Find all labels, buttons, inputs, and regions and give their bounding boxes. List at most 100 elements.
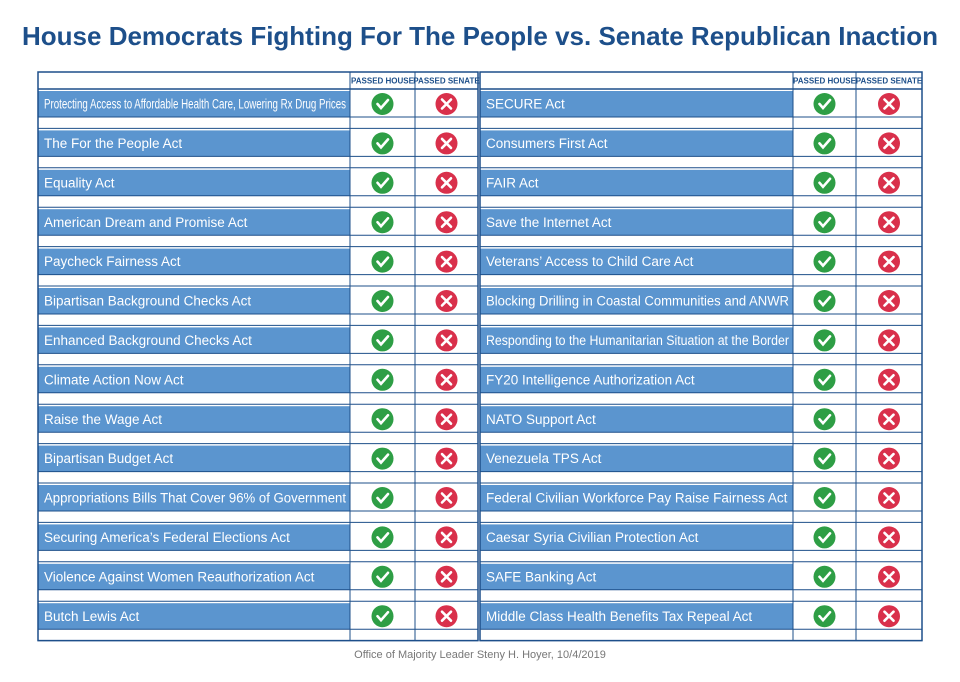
source: Office of Majority Leader Steny H. Hoyer… xyxy=(354,649,606,661)
bill-name: Paycheck Fairness Act xyxy=(44,254,181,269)
check-icon xyxy=(813,171,836,194)
check-icon xyxy=(371,487,394,509)
row-band xyxy=(38,169,350,196)
row-band xyxy=(480,91,793,117)
check-icon xyxy=(813,526,836,549)
table-border xyxy=(479,71,923,642)
check-mark xyxy=(376,532,390,544)
row-band xyxy=(480,248,793,275)
check-icon xyxy=(813,368,836,391)
check-mark xyxy=(376,453,390,465)
check-icon xyxy=(371,250,394,273)
check-icon xyxy=(371,93,394,115)
x-mark xyxy=(440,452,453,465)
row-band xyxy=(38,485,350,511)
row-band xyxy=(38,130,350,157)
x-mark xyxy=(440,295,453,307)
column-header: PASSED HOUSE xyxy=(793,77,857,86)
column-header: PASSED SENATE xyxy=(856,77,923,86)
check-icon xyxy=(813,211,836,234)
x-mark xyxy=(883,571,895,583)
row-band xyxy=(38,524,350,551)
x-mark xyxy=(883,452,895,465)
row-band xyxy=(38,288,350,314)
check-icon xyxy=(813,250,836,273)
row-band xyxy=(38,563,350,590)
bill-name: Equality Act xyxy=(44,175,115,190)
check-mark xyxy=(818,138,832,150)
check-mark xyxy=(818,453,832,465)
bill-name: Climate Action Now Act xyxy=(44,372,184,387)
x-mark xyxy=(440,492,453,504)
x-mark xyxy=(883,216,895,228)
x-mark xyxy=(883,374,895,386)
check-mark xyxy=(818,295,832,307)
bill-name: Blocking Drilling in Coastal Communities… xyxy=(486,294,789,309)
x-mark xyxy=(440,334,453,347)
check-mark xyxy=(818,374,832,386)
check-icon xyxy=(813,408,836,431)
check-icon xyxy=(371,368,394,391)
table-border xyxy=(37,71,479,642)
check-mark xyxy=(818,532,832,544)
check-icon xyxy=(813,290,836,312)
row-band xyxy=(38,209,350,236)
bill-name: FAIR Act xyxy=(486,175,539,190)
row-band xyxy=(480,288,793,314)
check-icon xyxy=(813,605,836,628)
check-mark xyxy=(818,610,832,623)
row-band xyxy=(480,366,793,393)
check-mark xyxy=(376,374,390,386)
check-mark xyxy=(376,98,390,110)
x-mark xyxy=(440,413,453,425)
row-band xyxy=(480,485,793,511)
row-band xyxy=(38,366,350,393)
bill-name: Protecting Access to Affordable Health C… xyxy=(44,97,346,112)
x-mark xyxy=(883,255,895,268)
bill-name: Consumers First Act xyxy=(486,136,608,151)
bill-name: Save the Internet Act xyxy=(486,215,612,230)
check-mark xyxy=(376,216,390,229)
check-icon xyxy=(813,132,836,155)
bill-name: The For the People Act xyxy=(44,136,182,151)
check-icon xyxy=(371,132,394,155)
check-icon xyxy=(813,447,836,470)
check-icon xyxy=(813,93,836,115)
x-mark xyxy=(883,334,895,347)
bill-name: Federal Civilian Workforce Pay Raise Fai… xyxy=(486,491,788,506)
x-mark xyxy=(440,177,453,189)
x-mark xyxy=(440,610,453,622)
check-mark xyxy=(376,295,390,307)
row-band xyxy=(480,130,793,157)
check-icon xyxy=(371,565,394,588)
x-mark xyxy=(440,571,453,583)
row-band xyxy=(480,406,793,433)
row-band xyxy=(38,327,350,354)
check-mark xyxy=(376,413,390,426)
check-icon xyxy=(371,447,394,470)
row-band xyxy=(480,327,793,354)
check-mark xyxy=(376,138,390,150)
check-icon xyxy=(371,171,394,194)
bill-name: SAFE Banking Act xyxy=(486,569,597,584)
check-icon xyxy=(371,408,394,431)
column-header: PASSED HOUSE xyxy=(351,77,415,86)
x-mark xyxy=(883,177,895,189)
x-mark xyxy=(883,531,895,544)
bill-name: FY20 Intelligence Authorization Act xyxy=(486,372,695,387)
check-mark xyxy=(818,256,832,268)
row-band xyxy=(38,248,350,275)
bill-name: Securing America’s Federal Elections Act xyxy=(44,530,290,545)
x-mark xyxy=(883,295,895,307)
row-band xyxy=(480,209,793,236)
x-mark xyxy=(440,255,453,268)
check-mark xyxy=(376,610,390,623)
check-mark xyxy=(376,256,390,268)
bill-name: Responding to the Humanitarian Situation… xyxy=(486,333,789,348)
bill-name: Venezuela TPS Act xyxy=(486,451,602,466)
check-mark xyxy=(818,216,832,229)
check-mark xyxy=(376,492,390,504)
check-icon xyxy=(371,526,394,549)
x-mark xyxy=(440,137,453,150)
